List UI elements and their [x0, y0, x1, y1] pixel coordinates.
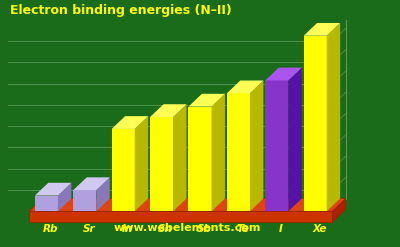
Text: In: In — [122, 224, 133, 234]
Polygon shape — [250, 81, 263, 211]
Text: www.webelements.com: www.webelements.com — [114, 223, 261, 233]
Polygon shape — [188, 107, 212, 211]
Polygon shape — [35, 183, 71, 196]
Polygon shape — [112, 116, 148, 129]
Polygon shape — [327, 23, 340, 211]
Polygon shape — [188, 94, 225, 107]
Text: Sb: Sb — [196, 224, 212, 234]
Polygon shape — [73, 190, 96, 211]
Polygon shape — [73, 177, 110, 190]
Text: Xe: Xe — [312, 224, 326, 234]
Polygon shape — [150, 117, 173, 211]
Polygon shape — [265, 68, 302, 81]
Polygon shape — [112, 129, 135, 211]
Polygon shape — [304, 23, 340, 36]
Text: Electron binding energies (N–II): Electron binding energies (N–II) — [10, 3, 232, 17]
Polygon shape — [265, 81, 288, 211]
Polygon shape — [227, 81, 263, 93]
Polygon shape — [96, 177, 110, 211]
Polygon shape — [288, 68, 302, 211]
Polygon shape — [29, 199, 346, 211]
Polygon shape — [150, 104, 186, 117]
Text: Sr: Sr — [82, 224, 95, 234]
Polygon shape — [58, 183, 71, 211]
Polygon shape — [304, 36, 327, 211]
Polygon shape — [227, 93, 250, 211]
Text: Sn: Sn — [158, 224, 173, 234]
Text: I: I — [279, 224, 283, 234]
Polygon shape — [35, 196, 58, 211]
Polygon shape — [212, 94, 225, 211]
Polygon shape — [29, 211, 332, 222]
Polygon shape — [173, 104, 186, 211]
Polygon shape — [332, 199, 346, 222]
Polygon shape — [135, 116, 148, 211]
Text: Te: Te — [236, 224, 249, 234]
Text: Rb: Rb — [43, 224, 58, 234]
